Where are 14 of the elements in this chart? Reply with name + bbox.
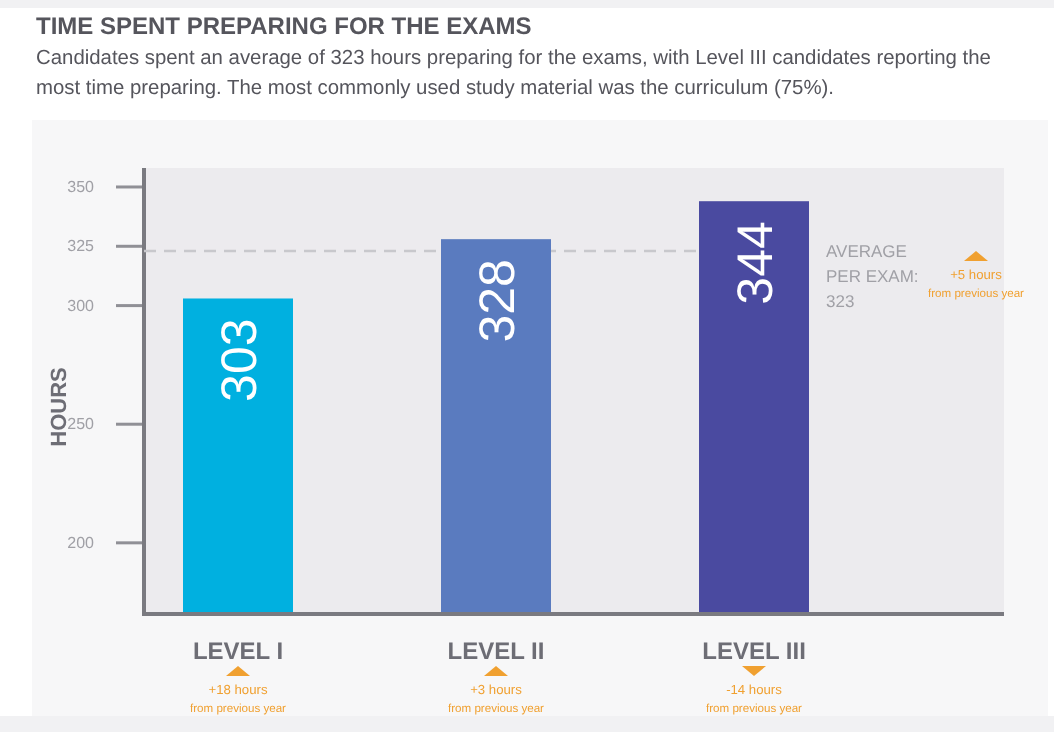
x-tick-label: LEVEL II <box>447 637 545 666</box>
ref-line-label: AVERAGE PER EXAM: 323 <box>826 241 919 312</box>
y-tick-label: 300 <box>67 296 96 315</box>
x-tick-label: LEVEL III <box>702 637 806 666</box>
y-tick-label: 250 <box>67 415 96 434</box>
chart-title: TIME SPENT PREPARING FOR THE EXAMS <box>36 12 532 40</box>
y-tick-label: 200 <box>67 533 96 552</box>
y-tick-label: 350 <box>67 178 96 197</box>
chart-subtitle: Candidates spent an average of 323 hours preparing for the exams, with Level III candidates reporting the most time preparing. The most commonly used study material was the curriculum (75%). <box>36 48 992 100</box>
data-label: 328 <box>470 259 526 343</box>
data-label: 344 <box>728 221 784 305</box>
x-tick-label: LEVEL I <box>192 637 284 666</box>
y-tick-label: 325 <box>67 237 96 256</box>
data-label: 303 <box>212 318 268 402</box>
